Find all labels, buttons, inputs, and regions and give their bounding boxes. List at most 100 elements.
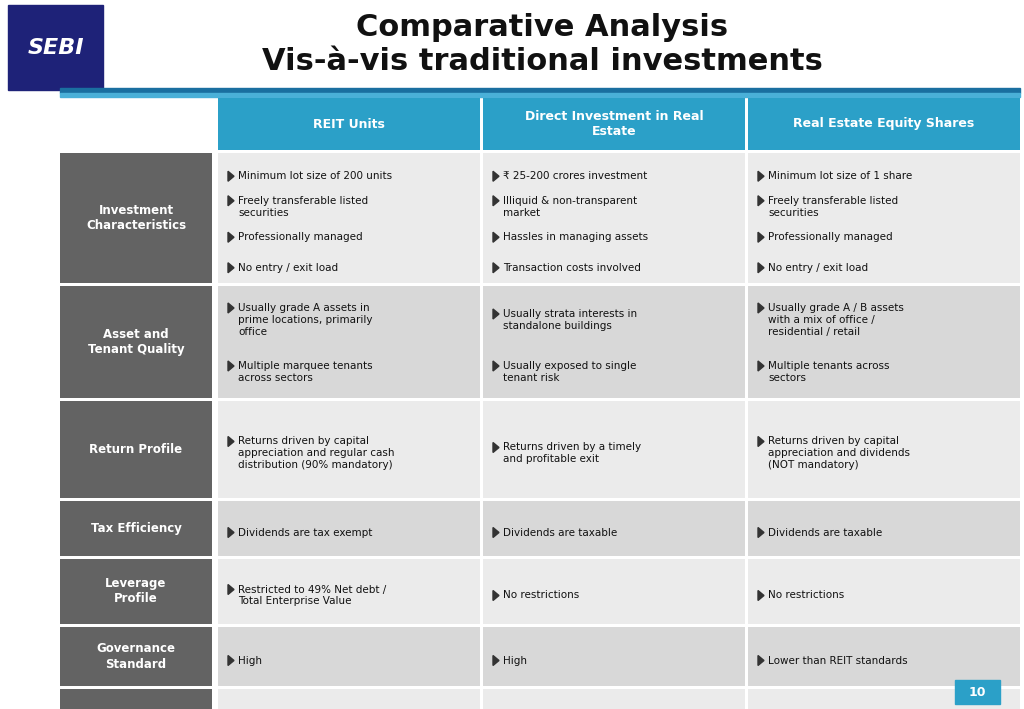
Polygon shape <box>228 303 234 313</box>
Text: Asset and
Tenant Quality: Asset and Tenant Quality <box>88 328 184 356</box>
Polygon shape <box>493 591 499 601</box>
Bar <box>60 88 1020 93</box>
Text: Usually strata interests in: Usually strata interests in <box>503 309 637 319</box>
Text: 10: 10 <box>969 686 986 698</box>
Text: No restrictions: No restrictions <box>503 591 580 601</box>
Text: standalone buildings: standalone buildings <box>503 321 612 331</box>
Text: Vis-à-vis traditional investments: Vis-à-vis traditional investments <box>261 48 822 77</box>
Polygon shape <box>228 361 234 371</box>
Text: SEBI: SEBI <box>28 38 84 57</box>
Text: Returns driven by capital: Returns driven by capital <box>768 437 899 447</box>
Text: Comparative Analysis: Comparative Analysis <box>356 13 728 43</box>
Bar <box>748 627 1020 686</box>
Bar <box>218 559 480 624</box>
Bar <box>748 153 1020 283</box>
Polygon shape <box>228 527 234 537</box>
Text: Minimum lot size of 1 share: Minimum lot size of 1 share <box>768 172 912 182</box>
Text: appreciation and dividends: appreciation and dividends <box>768 449 910 459</box>
Text: Leverage
Profile: Leverage Profile <box>105 578 167 605</box>
Bar <box>218 627 480 686</box>
Text: Hassles in managing assets: Hassles in managing assets <box>503 233 648 242</box>
Text: No entry / exit load: No entry / exit load <box>238 263 338 273</box>
Text: Returns driven by capital: Returns driven by capital <box>238 437 369 447</box>
Bar <box>483 286 745 398</box>
Text: Professionally managed: Professionally managed <box>238 233 362 242</box>
Bar <box>218 689 480 709</box>
Text: Lower than REIT standards: Lower than REIT standards <box>768 656 907 666</box>
Text: Dividends are tax exempt: Dividends are tax exempt <box>238 527 373 537</box>
Bar <box>748 559 1020 624</box>
Polygon shape <box>228 172 234 182</box>
Bar <box>748 501 1020 556</box>
Text: Illiquid & non-transparent: Illiquid & non-transparent <box>503 196 637 206</box>
Text: Dividends are taxable: Dividends are taxable <box>768 527 883 537</box>
Text: Freely transferable listed: Freely transferable listed <box>768 196 898 206</box>
Polygon shape <box>758 591 764 601</box>
Bar <box>483 559 745 624</box>
Text: securities: securities <box>238 208 289 218</box>
Polygon shape <box>758 527 764 537</box>
Polygon shape <box>758 656 764 666</box>
Polygon shape <box>228 233 234 242</box>
Text: No restrictions: No restrictions <box>768 591 844 601</box>
Polygon shape <box>758 233 764 242</box>
Bar <box>483 98 745 150</box>
Polygon shape <box>493 172 499 182</box>
Bar <box>8 5 103 90</box>
Polygon shape <box>493 527 499 537</box>
Text: office: office <box>238 327 267 337</box>
Text: Multiple tenants across: Multiple tenants across <box>768 361 890 371</box>
Polygon shape <box>493 309 499 319</box>
Bar <box>748 401 1020 498</box>
Bar <box>60 93 1020 97</box>
Text: Restricted to 49% Net debt /: Restricted to 49% Net debt / <box>238 584 386 595</box>
Polygon shape <box>758 263 764 273</box>
Polygon shape <box>758 361 764 371</box>
Text: REIT Units: REIT Units <box>313 118 385 130</box>
Text: tenant risk: tenant risk <box>503 373 559 383</box>
Polygon shape <box>228 196 234 206</box>
Bar <box>483 689 745 709</box>
Text: Tax Efficiency: Tax Efficiency <box>90 522 181 535</box>
Bar <box>60 286 212 398</box>
Text: market: market <box>503 208 540 218</box>
Text: securities: securities <box>768 208 818 218</box>
Text: distribution (90% mandatory): distribution (90% mandatory) <box>238 461 392 471</box>
Text: sectors: sectors <box>768 373 806 383</box>
Bar <box>483 627 745 686</box>
Polygon shape <box>493 656 499 666</box>
Text: Returns driven by a timely: Returns driven by a timely <box>503 442 641 452</box>
Bar <box>60 153 212 283</box>
Bar <box>483 153 745 283</box>
Bar <box>60 401 212 498</box>
Polygon shape <box>228 263 234 273</box>
Bar <box>483 501 745 556</box>
Polygon shape <box>493 442 499 452</box>
Text: Freely transferable listed: Freely transferable listed <box>238 196 368 206</box>
Bar <box>748 98 1020 150</box>
Text: Transaction costs involved: Transaction costs involved <box>503 263 641 273</box>
Text: Dividends are taxable: Dividends are taxable <box>503 527 617 537</box>
Bar <box>218 286 480 398</box>
Text: Total Enterprise Value: Total Enterprise Value <box>238 596 351 606</box>
Text: Investment
Characteristics: Investment Characteristics <box>86 204 186 232</box>
Polygon shape <box>758 437 764 447</box>
Text: Usually exposed to single: Usually exposed to single <box>503 361 636 371</box>
Bar <box>748 286 1020 398</box>
Bar <box>955 680 1000 704</box>
Text: High: High <box>238 656 262 666</box>
Bar <box>218 401 480 498</box>
Bar <box>218 98 480 150</box>
Polygon shape <box>493 361 499 371</box>
Polygon shape <box>758 303 764 313</box>
Polygon shape <box>228 656 234 666</box>
Text: No entry / exit load: No entry / exit load <box>768 263 868 273</box>
Text: (NOT mandatory): (NOT mandatory) <box>768 461 859 471</box>
Bar <box>60 559 212 624</box>
Text: Minimum lot size of 200 units: Minimum lot size of 200 units <box>238 172 392 182</box>
Polygon shape <box>758 172 764 182</box>
Bar <box>60 689 212 709</box>
Polygon shape <box>493 196 499 206</box>
Text: ₹ 25-200 crores investment: ₹ 25-200 crores investment <box>503 172 647 182</box>
Bar <box>748 689 1020 709</box>
